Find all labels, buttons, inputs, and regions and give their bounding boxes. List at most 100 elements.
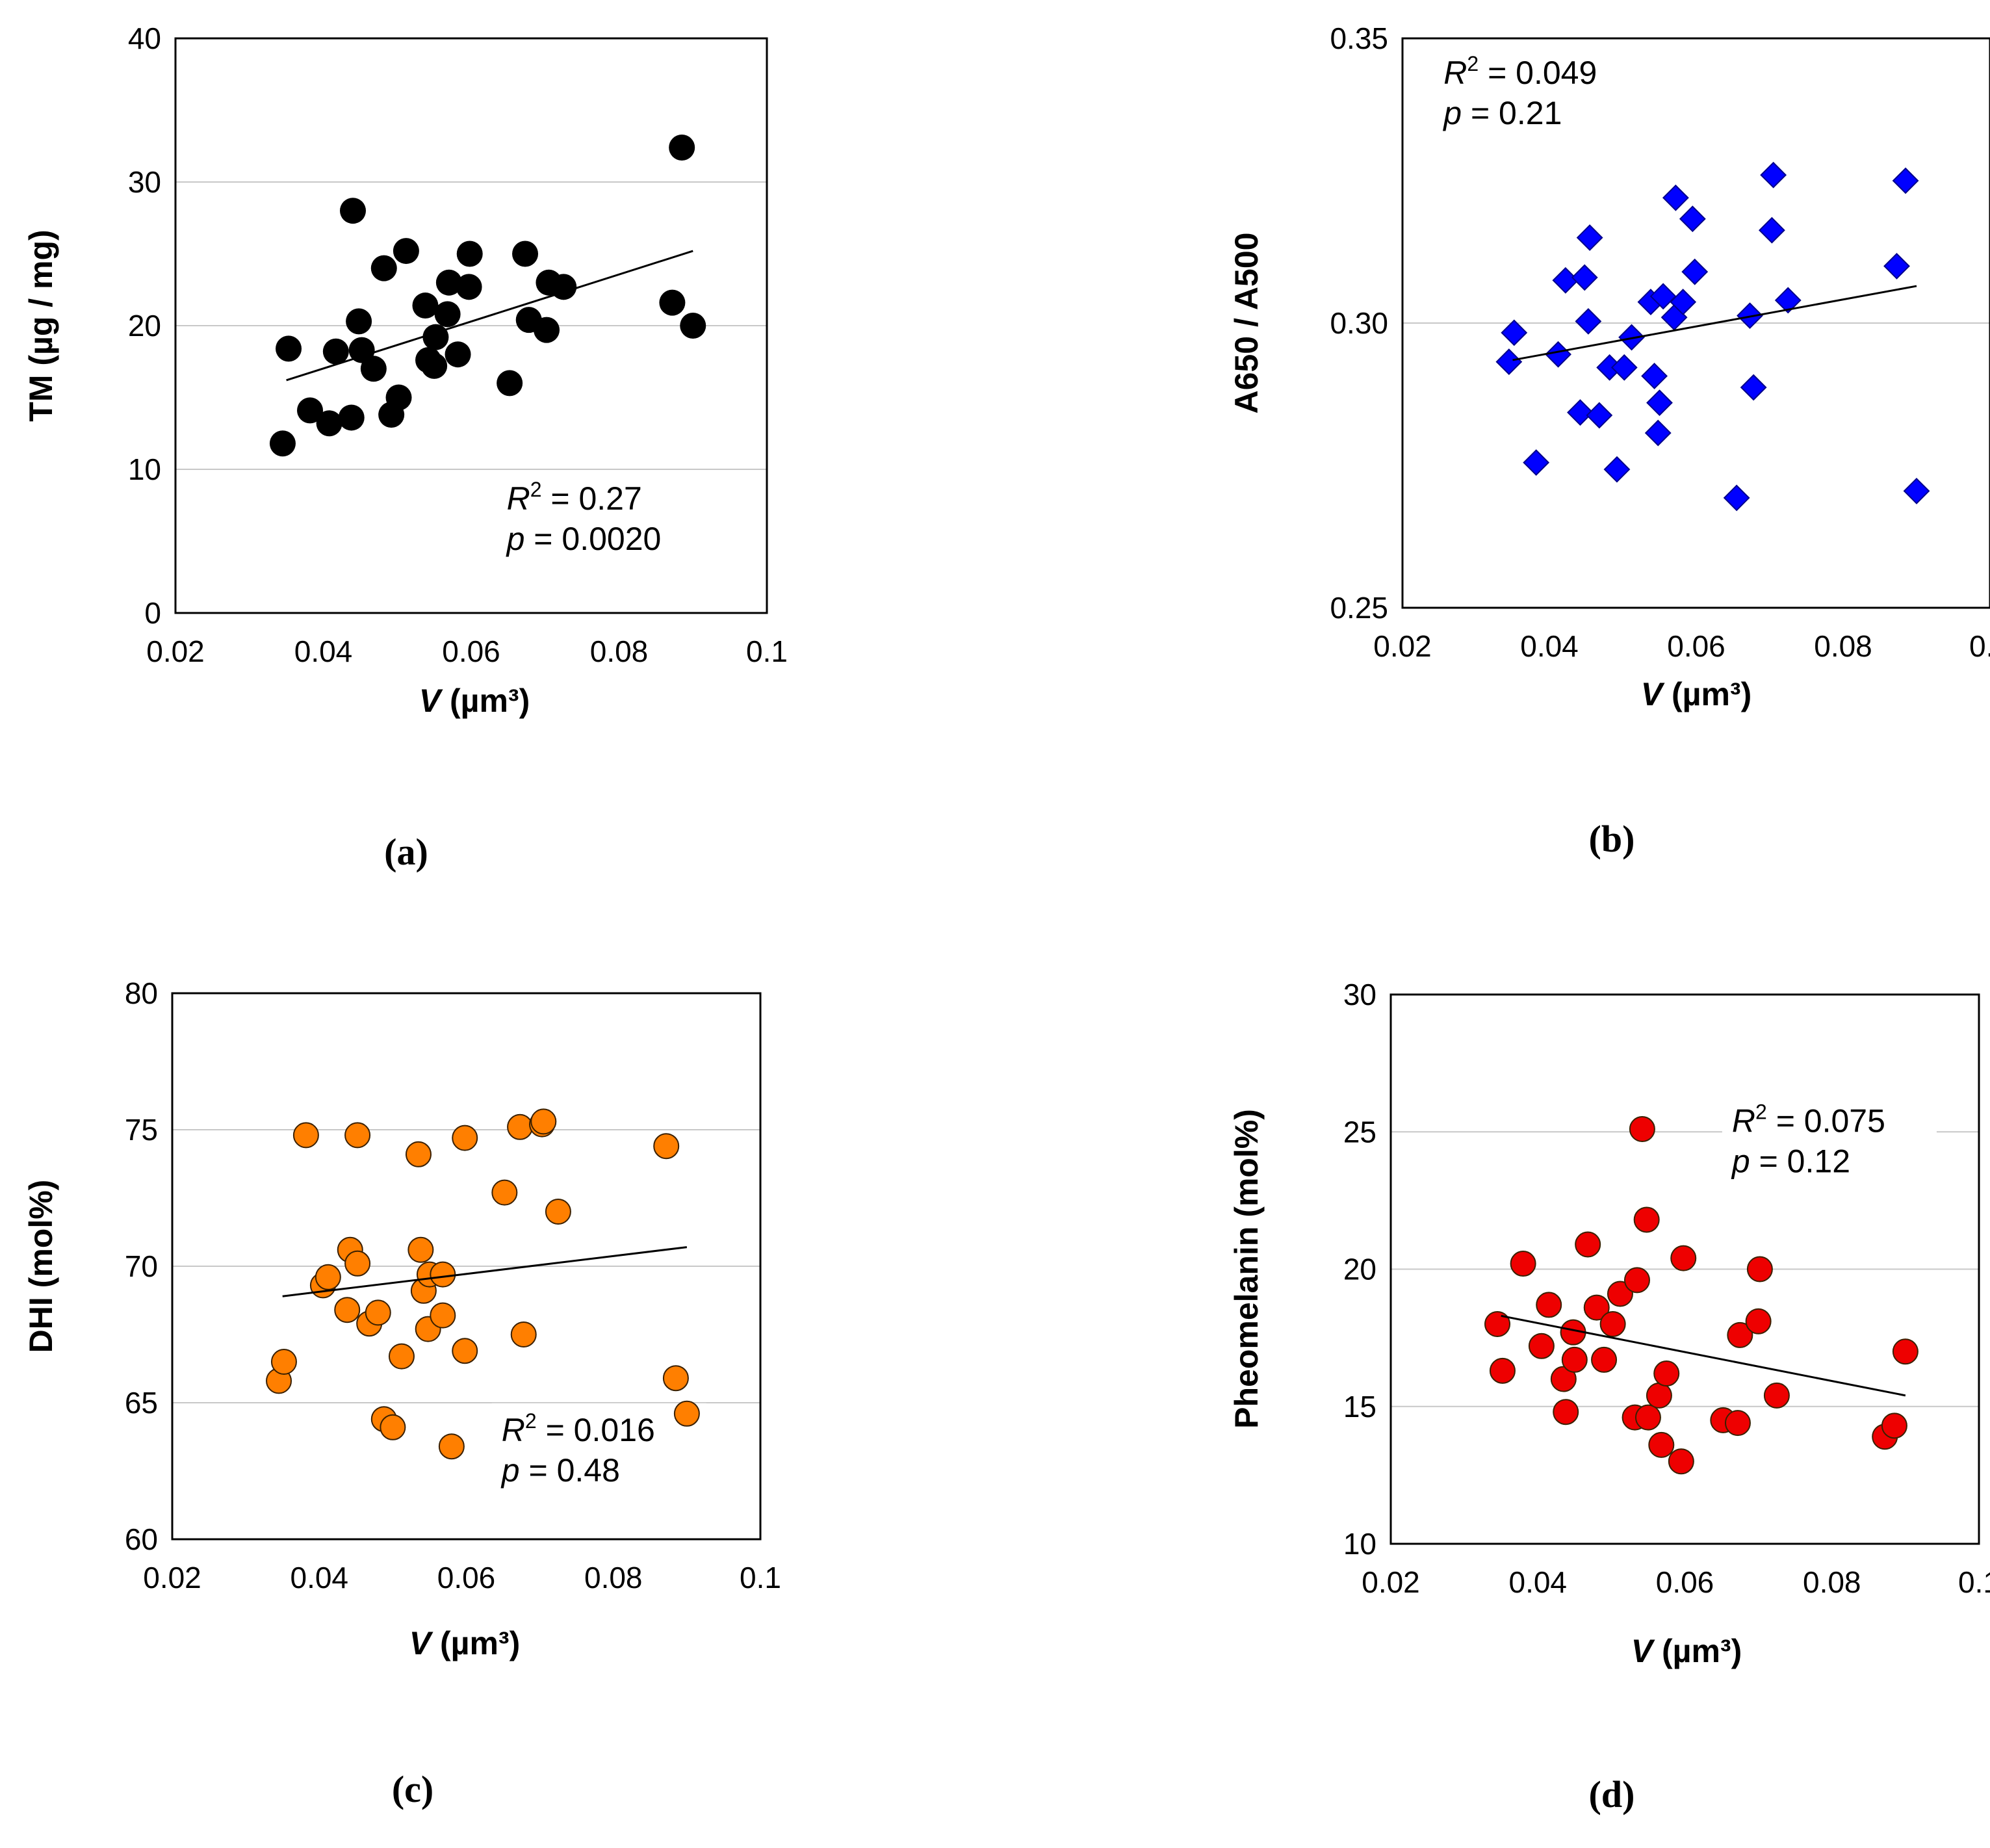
x-tick-label: 0.06 [1667, 629, 1725, 663]
data-point [1740, 374, 1767, 401]
y-tick-label: 25 [1343, 1115, 1376, 1149]
data-point [385, 384, 412, 411]
x-axis-label: V (µm³) [419, 683, 530, 719]
data-point [452, 1125, 478, 1151]
p-value-label: p = 0.21 [1442, 95, 1562, 131]
y-tick-label: 20 [128, 309, 161, 343]
data-point [338, 404, 365, 431]
stats-box [1722, 1094, 1937, 1186]
y-tick-label: 70 [125, 1249, 158, 1283]
plot-frame [171, 992, 762, 1541]
y-tick-label: 0.30 [1330, 306, 1388, 340]
x-tick-label: 0.02 [1373, 629, 1432, 663]
p-value-label: p = 0.0020 [506, 521, 662, 557]
data-point [452, 1338, 478, 1364]
data-point [1599, 1311, 1626, 1337]
y-tick-label: 20 [1343, 1253, 1376, 1286]
x-tick-label: 0.08 [1814, 629, 1872, 663]
y-tick-label: 30 [1343, 978, 1376, 1011]
data-point [510, 1321, 537, 1347]
data-point [445, 341, 471, 368]
data-point [344, 1122, 371, 1149]
trendline [1512, 285, 1917, 361]
data-point [1681, 258, 1709, 285]
data-point [1760, 161, 1787, 189]
x-axis-label: V (µm³) [409, 1625, 520, 1661]
data-point [1745, 1308, 1772, 1334]
data-point [322, 338, 349, 365]
data-point [1723, 484, 1750, 512]
data-point [1603, 456, 1631, 483]
x-axis-label: V (µm³) [1631, 1633, 1742, 1669]
data-point [1629, 1116, 1655, 1143]
data-point [1763, 1382, 1790, 1409]
x-tick-label: 0.02 [1362, 1565, 1420, 1599]
p-value-label: p = 0.12 [1731, 1143, 1850, 1179]
y-tick-label: 40 [128, 21, 161, 55]
panel-c: R2 = 0.016 p = 0.48 60 65 70 75 80 0.02 0.04 0.06… [23, 976, 781, 1810]
data-point [673, 1400, 700, 1427]
data-point [334, 1297, 361, 1323]
data-point [340, 198, 366, 224]
x-tick-label: 0.08 [584, 1561, 643, 1594]
x-tick-label: 0.04 [294, 634, 353, 668]
data-point [456, 241, 483, 267]
data-point [1727, 1321, 1753, 1348]
y-tick-label: 10 [1343, 1527, 1376, 1561]
y-tick-label: 75 [125, 1113, 158, 1147]
data-point [1883, 252, 1910, 280]
stats-box [1434, 46, 1649, 138]
data-point [421, 352, 448, 379]
data-point [1583, 1294, 1610, 1321]
data-point [653, 1133, 680, 1160]
data-point [393, 238, 419, 265]
x-tick-label: 0.04 [1520, 629, 1579, 663]
data-point [1523, 449, 1550, 476]
y-axis-label: DHI (mol%) [23, 1180, 59, 1353]
data-point [1892, 1338, 1919, 1365]
data-point [1586, 402, 1613, 429]
data-point [1536, 1292, 1562, 1318]
r-squared-label: R2 = 0.016 [502, 1409, 655, 1448]
plot-frame [1401, 37, 1990, 609]
data-point [292, 1122, 319, 1149]
x-axis-label: V (µm³) [1641, 676, 1751, 712]
x-tick-label: 0.02 [146, 634, 205, 668]
data-point [1724, 1410, 1751, 1437]
data-point [1567, 399, 1594, 426]
data-point [407, 1236, 434, 1263]
r-squared-label: R2 = 0.075 [1732, 1100, 1885, 1139]
data-point [1646, 1382, 1672, 1409]
p-value-label: p = 0.48 [500, 1452, 620, 1489]
data-point [422, 324, 449, 350]
x-tick-label: 0.06 [437, 1561, 496, 1594]
data-point [316, 410, 342, 437]
data-point [365, 1299, 391, 1326]
y-axis-label: A650 / A500 [1228, 233, 1265, 414]
x-tick-label: 0.1 [1958, 1565, 1990, 1599]
trendline [282, 1246, 688, 1297]
plot-frame [1389, 993, 1980, 1545]
data-point [1662, 184, 1689, 211]
data-point [1571, 264, 1598, 291]
data-point [405, 1141, 432, 1167]
y-tick-label: 80 [125, 976, 158, 1010]
y-tick-label: 65 [125, 1386, 158, 1420]
data-point [1575, 1231, 1601, 1258]
r-squared-label: R2 = 0.049 [1443, 52, 1597, 91]
data-point [1528, 1333, 1555, 1359]
data-point [1610, 354, 1638, 381]
data-point [435, 269, 462, 296]
data-point [1484, 1311, 1511, 1337]
data-point [1746, 1256, 1773, 1282]
data-point [1648, 1431, 1675, 1458]
r-squared-label: R2 = 0.27 [507, 478, 642, 517]
y-tick-label: 0.35 [1330, 21, 1388, 55]
data-point [1649, 283, 1677, 310]
data-point [434, 301, 461, 328]
data-point [315, 1264, 341, 1290]
x-tick-label: 0.08 [590, 634, 649, 668]
data-point [1553, 1399, 1579, 1425]
trendline [1501, 1314, 1906, 1397]
